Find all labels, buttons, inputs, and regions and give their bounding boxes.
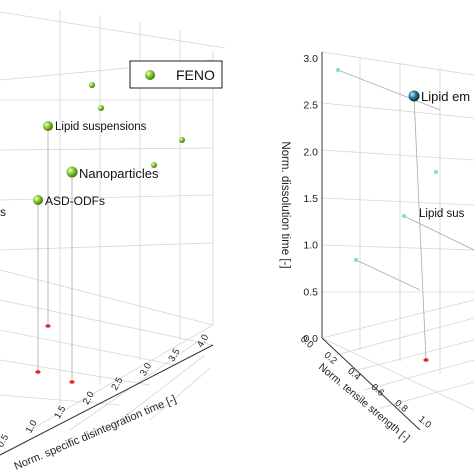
- right-point-3: [434, 170, 438, 174]
- left-x-tick-label: 2.0: [81, 390, 97, 407]
- annotation-asd-odfs: ASD-ODFs: [45, 194, 105, 208]
- left-drop-lines: [37, 126, 73, 382]
- left-floor-projection-2: [35, 370, 41, 374]
- legend-label-feno: FENO: [176, 67, 215, 83]
- right-y-tick-label: 0.5: [303, 286, 318, 298]
- right-point-5: [402, 214, 406, 218]
- right-y-tick-label: 2.0: [303, 146, 318, 158]
- right-point-1: [408, 90, 420, 102]
- left-floor-projections: [35, 324, 75, 384]
- right-y-tick-label: 1.0: [303, 240, 318, 252]
- right-floor-projections: [423, 358, 429, 362]
- feno-point-7: [151, 162, 157, 168]
- feno-point-5: [98, 105, 104, 111]
- legend-marker: [145, 70, 155, 80]
- right-point-4: [354, 258, 358, 262]
- feno-point-6: [179, 137, 185, 143]
- annotation-nanoparticles: Nanoparticles: [79, 166, 159, 181]
- right-point-2: [336, 68, 340, 72]
- right-x-ticks: 0.00.20.40.60.81.0: [298, 334, 433, 431]
- right-points: [336, 68, 438, 262]
- feno-point-1: [43, 121, 53, 131]
- left-x-tick-label: 3.0: [138, 361, 154, 378]
- left-x-axis-line: [0, 344, 214, 456]
- left-x-tick-label: 0.5: [0, 433, 11, 450]
- right-y-tick-label: 0.0: [303, 333, 318, 345]
- right-y-ticks: 0.0 0.5 1.0 1.5 2.0 2.5 3.0: [303, 53, 318, 345]
- feno-point-3: [33, 195, 43, 205]
- left-x-tick-label: 2.5: [109, 375, 125, 392]
- right-floor-projection-1: [423, 358, 429, 362]
- right-x-axis-line: [321, 337, 421, 431]
- right-grid: [321, 51, 474, 411]
- annotation-lipid-suspensions: Lipid suspensions: [55, 121, 147, 133]
- annotation-lipid-sus: Lipid sus: [419, 208, 465, 220]
- left-x-tick-label: 1.5: [52, 404, 68, 421]
- right-chart: 0.0 0.5 1.0 1.5 2.0 2.5 3.0 Norm. dissolution …: [279, 51, 474, 444]
- right-drop-lines: [337, 69, 474, 361]
- left-chart: 0.51.01.52.02.53.03.54.0 Norm. specific …: [0, 10, 226, 473]
- right-y-tick-label: 3.0: [303, 53, 318, 65]
- right-y-axis-label: Norm. dissolution time [-]: [279, 141, 291, 268]
- left-x-tick-label: 1.0: [24, 418, 40, 435]
- feno-point-4: [89, 82, 95, 88]
- annotation-lipid-em: Lipid em: [421, 89, 470, 104]
- annotation-clipped-s: s: [0, 205, 6, 219]
- left-floor-projection-3: [69, 380, 75, 384]
- left-floor-projection-1: [45, 324, 51, 328]
- right-y-tick-label: 2.5: [303, 100, 318, 112]
- right-y-tick-label: 1.5: [303, 193, 318, 205]
- feno-point-2: [66, 166, 78, 178]
- left-points: [33, 82, 185, 205]
- legend: FENO: [129, 60, 223, 89]
